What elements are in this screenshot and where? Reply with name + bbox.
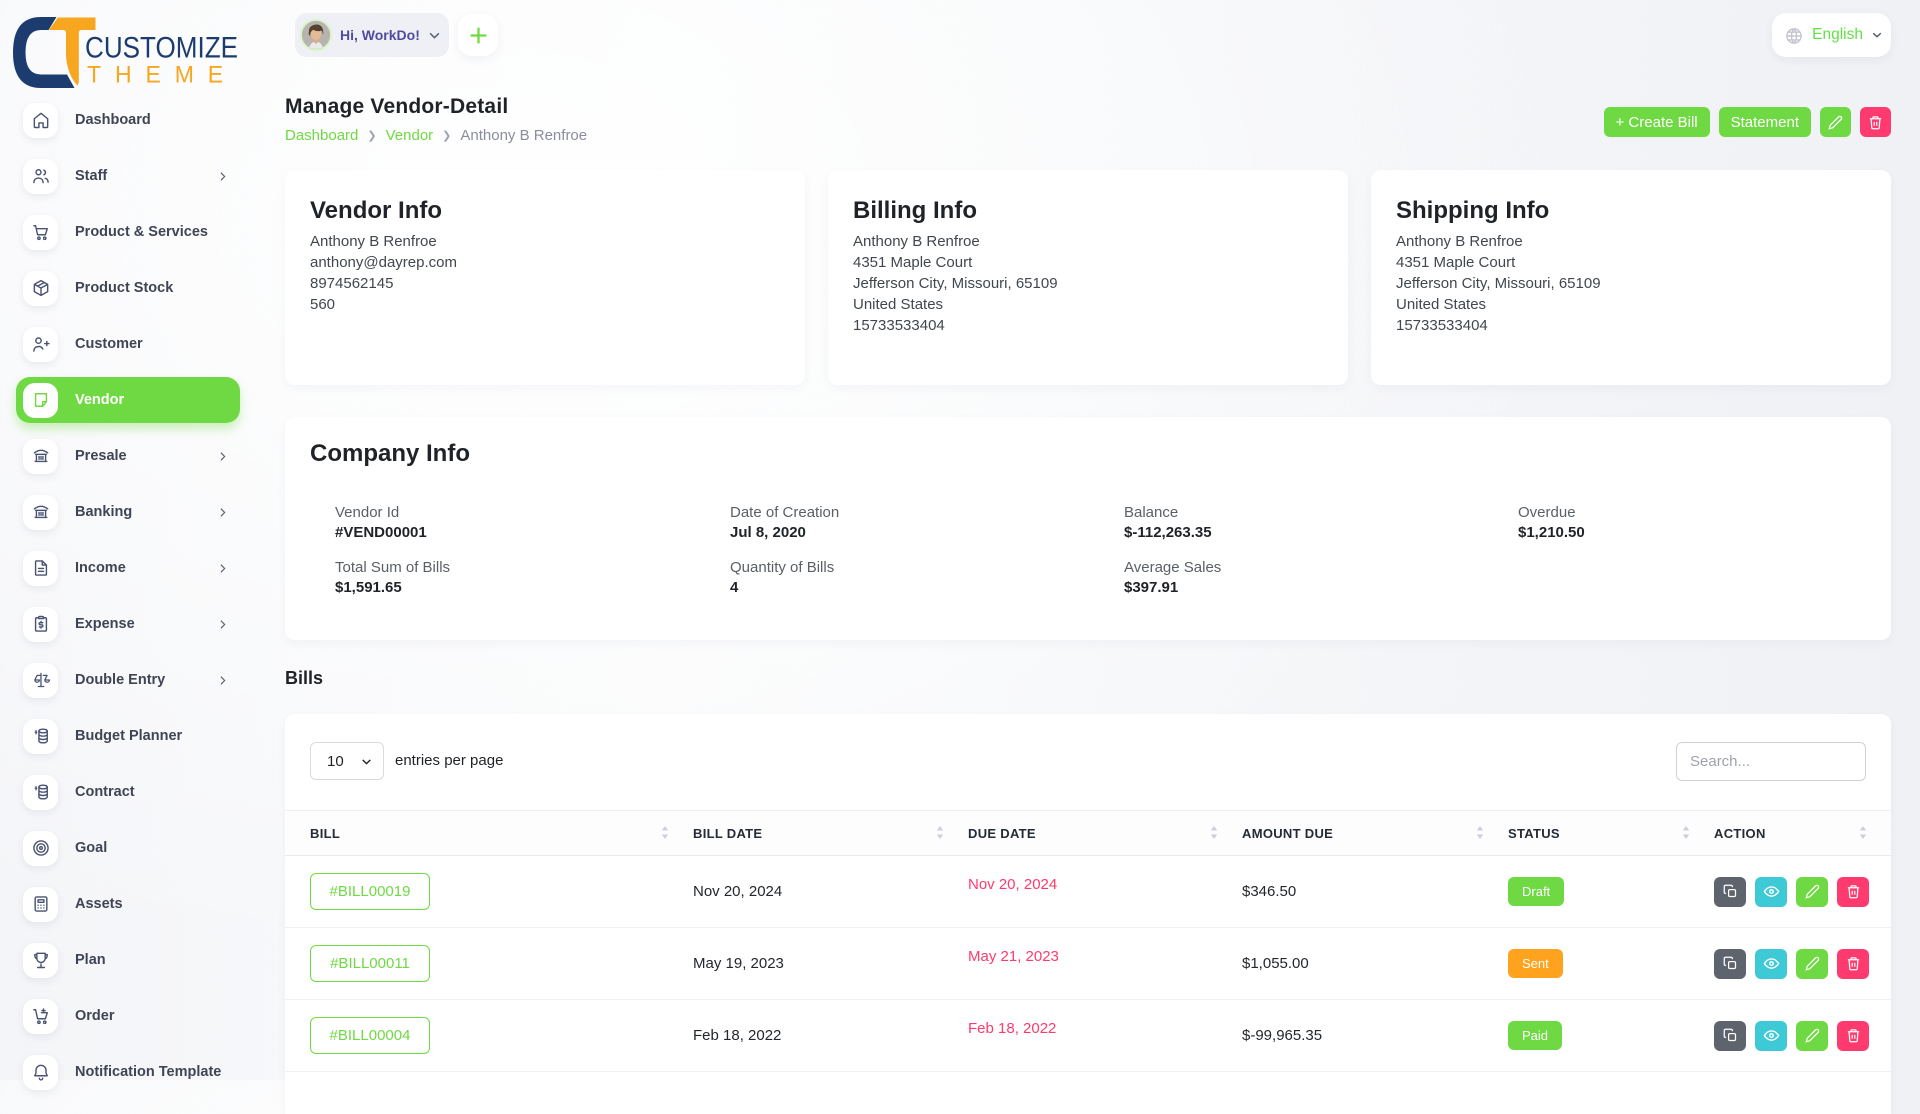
svg-text:CUSTOMIZE: CUSTOMIZE (85, 32, 238, 65)
svg-text:THEME: THEME (87, 62, 237, 89)
